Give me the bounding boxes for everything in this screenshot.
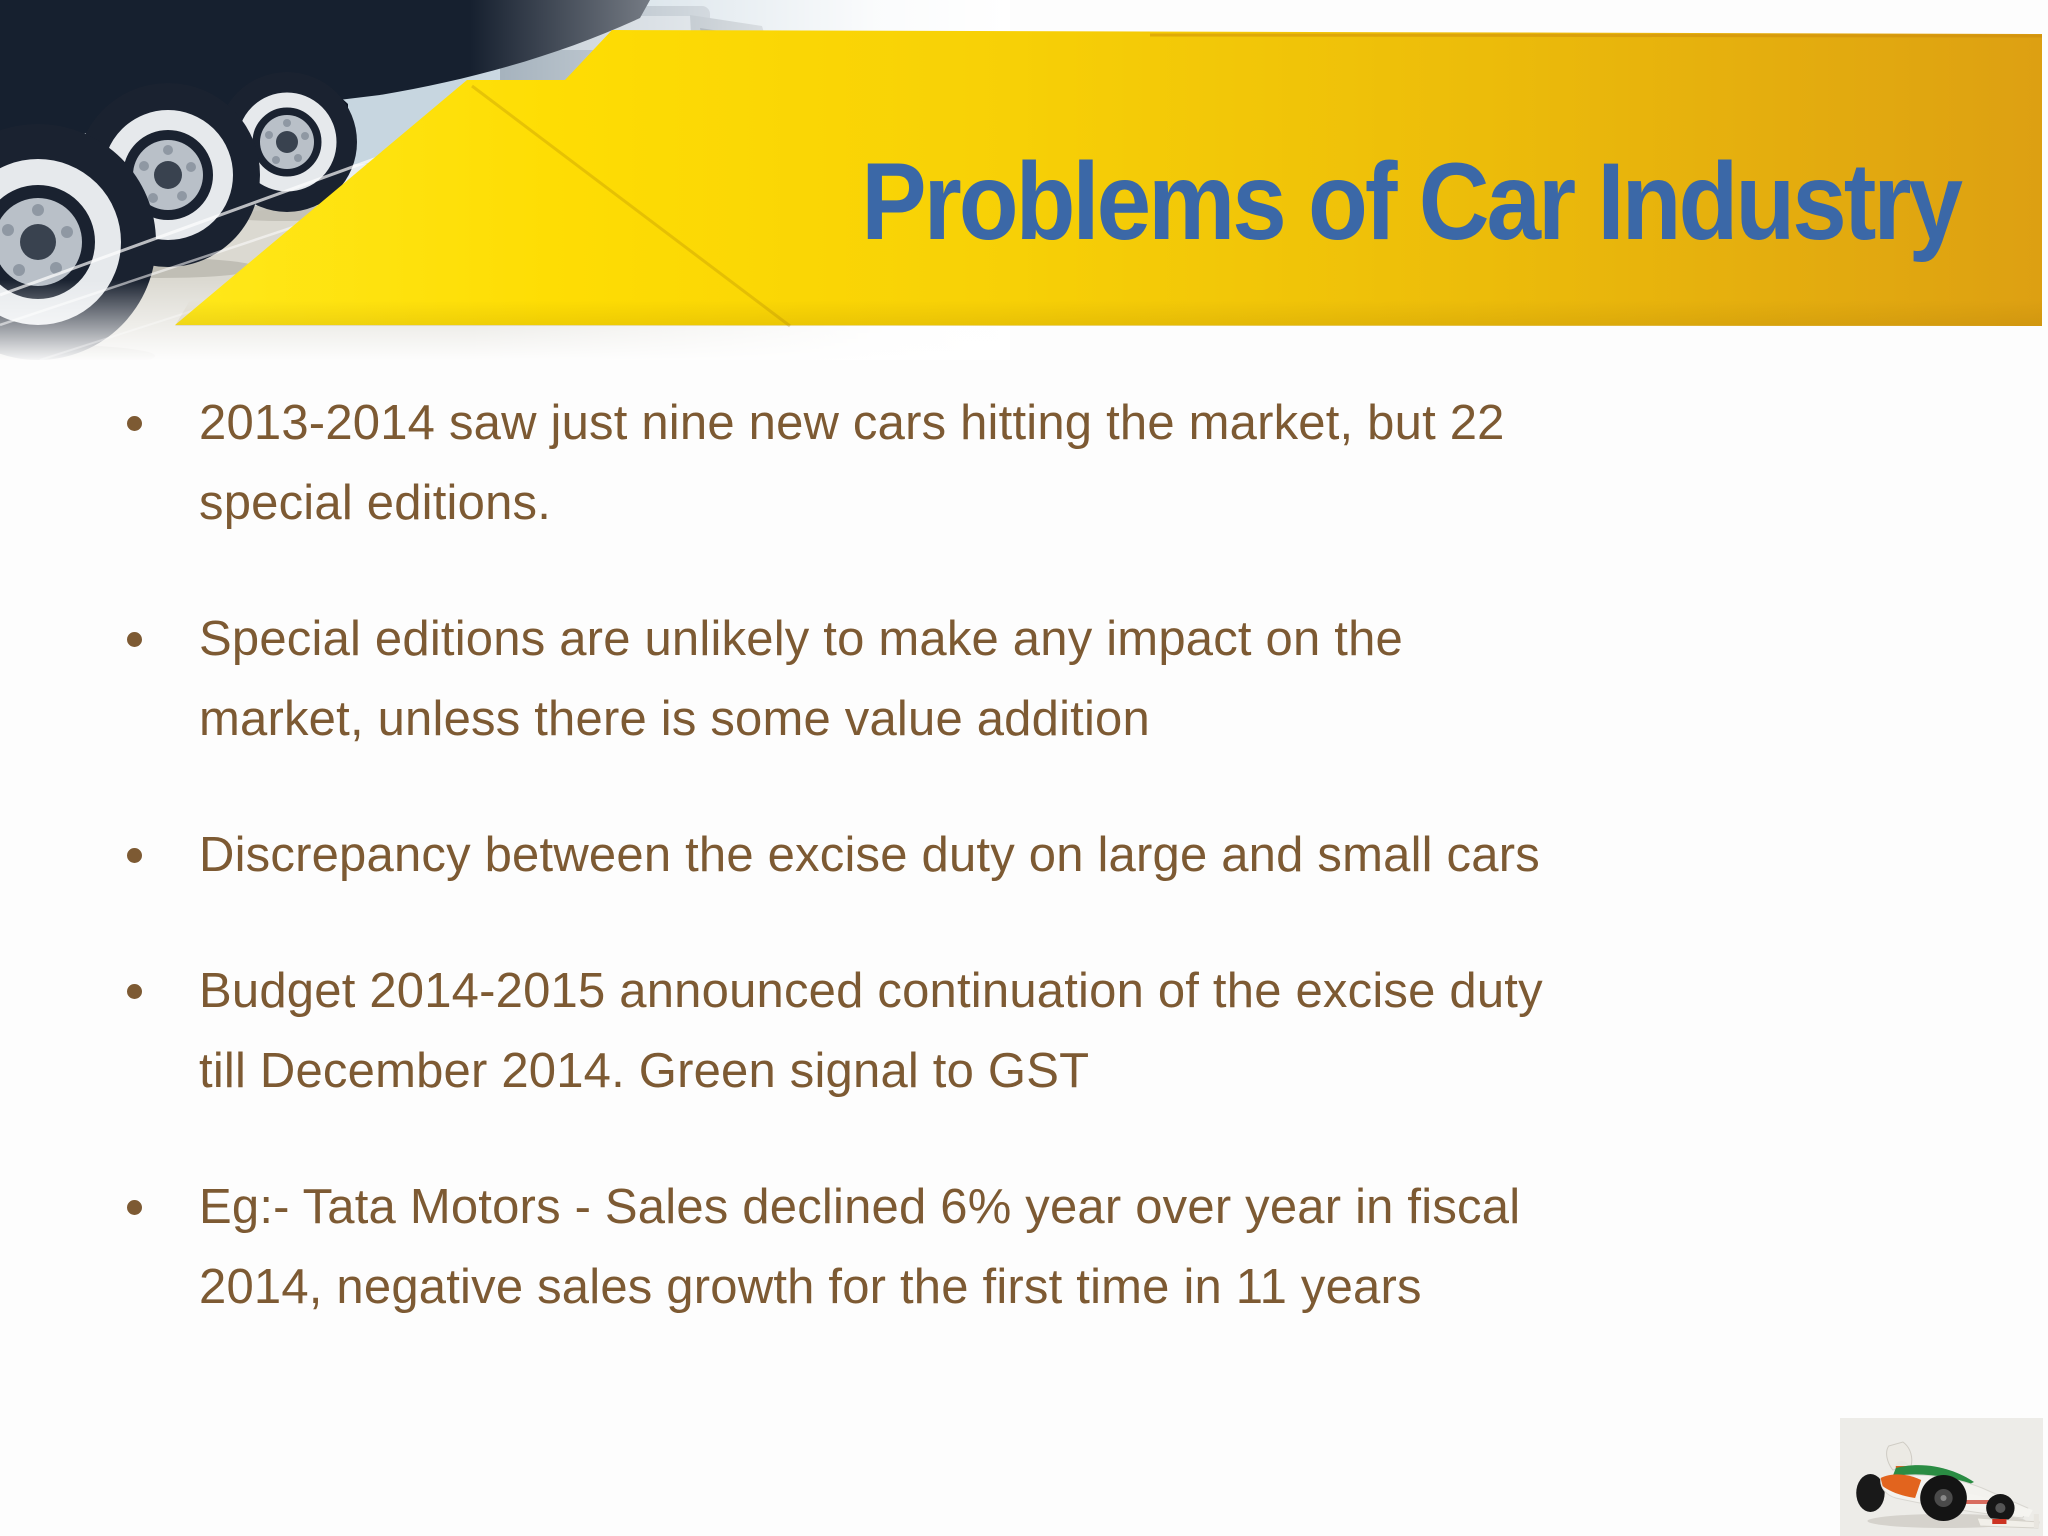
banner-shape <box>175 30 2043 328</box>
bullet-item: Eg:- Tata Motors - Sales declined 6% yea… <box>0 1167 2048 1327</box>
bullet-item: Discrepancy between the excise duty on l… <box>0 815 2048 895</box>
bullet-list: 2013-2014 saw just nine new cars hitting… <box>0 383 2048 1383</box>
f1-race-car-photo <box>1840 1418 2043 1536</box>
bullet-text: Discrepancy between the excise duty on l… <box>199 828 1540 882</box>
bullet-text: Special editions are unlikely to make an… <box>199 612 1403 746</box>
bullet-dot-icon <box>127 632 142 647</box>
slide-title: Problems of Car Industry <box>861 139 1963 263</box>
bullet-dot-icon <box>127 984 142 999</box>
bullet-text: Budget 2014-2015 announced continuation … <box>199 964 1543 1098</box>
bullet-dot-icon <box>127 416 142 431</box>
bullet-item: 2013-2014 saw just nine new cars hitting… <box>0 383 2048 543</box>
bullet-item: Special editions are unlikely to make an… <box>0 599 2048 759</box>
bullet-text: 2013-2014 saw just nine new cars hitting… <box>199 396 1505 530</box>
bullet-item: Budget 2014-2015 announced continuation … <box>0 951 2048 1111</box>
bullet-dot-icon <box>127 1200 142 1215</box>
bullet-text: Eg:- Tata Motors - Sales declined 6% yea… <box>199 1180 1521 1314</box>
bullet-dot-icon <box>127 848 142 863</box>
